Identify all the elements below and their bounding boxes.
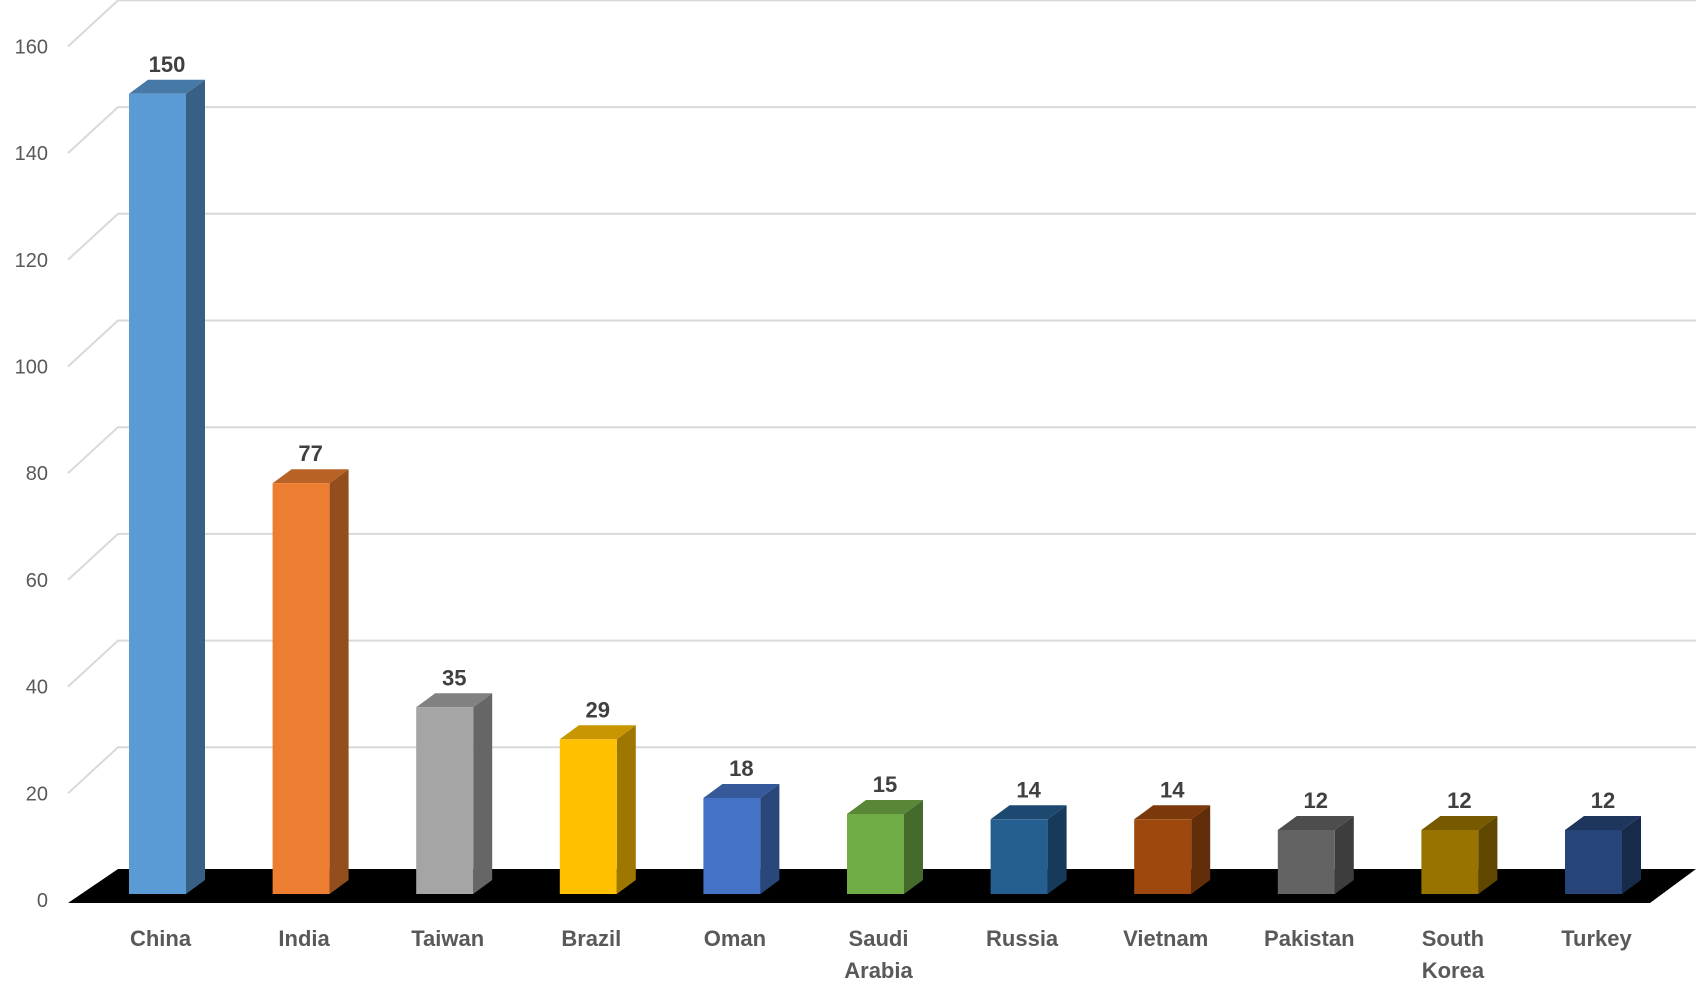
bar-top (559, 725, 636, 740)
data-label: 35 (442, 665, 466, 690)
bar-side (1334, 815, 1354, 894)
y-tick-label: 120 (15, 250, 48, 272)
bar-side (1191, 805, 1211, 894)
y-tick-label: 100 (15, 357, 48, 379)
bar (416, 707, 474, 894)
bar (847, 813, 904, 894)
bar-top (703, 783, 780, 798)
bar-top (1277, 815, 1354, 830)
bar (1565, 829, 1622, 894)
gridline (67, 319, 1696, 368)
data-label: 150 (149, 52, 186, 77)
category-label: Taiwan (411, 926, 484, 951)
y-tick-label: 20 (26, 783, 48, 805)
bar-top (272, 469, 349, 484)
bar-side (473, 693, 493, 894)
bar-side (1047, 805, 1067, 894)
bar-top (129, 79, 205, 94)
bar (559, 739, 617, 894)
bar (1277, 829, 1335, 894)
bars (129, 79, 1641, 894)
category-label: Oman (704, 926, 766, 951)
category-label: Arabia (844, 958, 913, 983)
bar (703, 797, 761, 894)
bar-top (416, 693, 493, 708)
category-label: Pakistan (1264, 926, 1355, 951)
data-label: 12 (1447, 788, 1471, 813)
bar-top (990, 805, 1067, 820)
bar-side (329, 469, 349, 894)
bar (129, 93, 186, 894)
bar-top (1134, 805, 1211, 820)
category-label: Brazil (561, 926, 621, 951)
gridline (67, 532, 1696, 581)
category-label: China (130, 926, 192, 951)
data-label: 18 (729, 756, 753, 781)
bar-side (904, 799, 923, 894)
data-label: 29 (586, 697, 610, 722)
category-label: Vietnam (1123, 926, 1208, 951)
gridline (67, 746, 1696, 795)
y-tick-label: 60 (26, 570, 48, 592)
y-tick-label: 40 (26, 677, 48, 699)
y-tick-label: 140 (15, 143, 48, 165)
data-label: 14 (1160, 777, 1185, 802)
gridline (67, 426, 1696, 474)
data-label: 14 (1016, 777, 1041, 802)
category-labels: China India Taiwan Brazil Oman Saudi Arabia Rus… (130, 926, 1633, 983)
y-tick-label: 80 (26, 463, 48, 485)
gridline (67, 106, 1696, 154)
data-label: 12 (1591, 788, 1615, 813)
data-label: 77 (298, 441, 322, 466)
gridline (67, 0, 1696, 48)
bar (1134, 819, 1192, 894)
bar (1421, 829, 1479, 894)
y-tick-label: 0 (37, 890, 48, 912)
bar-side (1478, 815, 1498, 894)
category-label: Turkey (1561, 926, 1632, 951)
bar-side (760, 783, 780, 894)
gridline (67, 212, 1696, 261)
bar-top (1421, 815, 1498, 830)
data-label: 15 (873, 772, 897, 797)
gridline (67, 639, 1696, 688)
category-label: Russia (986, 926, 1059, 951)
y-axis-ticks: 0 20 40 60 80 100 120 140 160 (15, 36, 48, 912)
bar-top (847, 799, 923, 814)
category-label: Saudi (849, 926, 909, 951)
y-tick-label: 160 (15, 36, 48, 58)
data-label: 12 (1304, 788, 1328, 813)
bar (272, 483, 330, 894)
category-label: Korea (1422, 958, 1485, 983)
category-label: South (1422, 926, 1484, 951)
bar (990, 819, 1048, 894)
bar-side (1622, 815, 1641, 894)
gridlines (67, 0, 1696, 795)
bar-side (616, 725, 636, 894)
category-label: India (278, 926, 330, 951)
bar-top (1565, 815, 1641, 830)
data-labels: 150 77 35 29 18 15 14 14 12 12 12 (149, 52, 1616, 813)
bar-side (186, 79, 205, 894)
